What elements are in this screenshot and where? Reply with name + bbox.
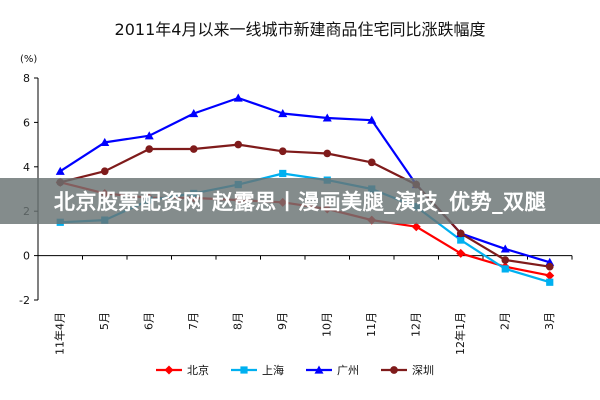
data-point <box>145 145 154 153</box>
series-3 <box>56 140 554 271</box>
x-tick-label: 8月 <box>231 312 244 330</box>
y-tick-label: 0 <box>23 250 30 263</box>
data-point <box>55 166 65 175</box>
legend-item: 广州 <box>306 364 359 377</box>
watermark-banner: 北京股票配资网 赵露思丨漫画美腿_演技_优势_双腿 <box>0 178 600 224</box>
legend-item: 上海 <box>231 363 284 377</box>
legend-label: 上海 <box>262 363 284 377</box>
data-point <box>322 113 332 122</box>
data-point <box>278 109 288 118</box>
watermark-banner-text: 北京股票配资网 赵露思丨漫画美腿_演技_优势_双腿 <box>53 190 547 214</box>
legend-item: 北京 <box>156 363 209 377</box>
legend: 北京 上海 广州 深圳 <box>156 363 434 377</box>
x-tick-label: 12月 <box>409 312 422 337</box>
data-point <box>545 262 554 271</box>
x-tick-label: 11月 <box>365 312 378 337</box>
data-point <box>164 365 174 375</box>
x-tick-label: 12年1月 <box>453 312 467 355</box>
x-axis-labels: 11年4月 5月 6月 7月 8月 9月 10月 11月 12月 12年1月 2月 3月 <box>52 312 556 355</box>
y-tick-label: -2 <box>19 294 30 307</box>
data-point <box>323 149 332 158</box>
data-point <box>240 366 248 374</box>
data-point <box>189 109 199 118</box>
legend-label: 广州 <box>337 364 359 377</box>
x-tick-label: 6月 <box>142 312 155 330</box>
x-tick-label: 3月 <box>543 312 556 330</box>
y-axis-unit: (%) <box>20 54 37 65</box>
data-point <box>390 366 398 374</box>
series-line <box>60 143 550 268</box>
data-point <box>278 147 287 156</box>
legend-label: 北京 <box>187 363 209 377</box>
x-tick-label: 10月 <box>320 312 333 337</box>
x-tick-label: 9月 <box>276 312 289 330</box>
x-tick-label: 11年4月 <box>52 312 66 355</box>
data-point <box>411 222 421 232</box>
data-point <box>189 145 198 153</box>
chart-title: 2011年4月以来一线城市新建商品住宅同比涨跌幅度 <box>115 20 486 39</box>
data-point <box>456 229 465 238</box>
data-point <box>456 248 466 258</box>
data-point <box>144 131 154 140</box>
data-point <box>501 265 509 273</box>
data-point <box>314 365 324 374</box>
data-point <box>457 236 465 244</box>
series-line <box>59 96 551 264</box>
y-tick-label: 8 <box>23 72 30 85</box>
data-point <box>501 256 510 264</box>
data-point <box>545 271 555 281</box>
legend-item: 深圳 <box>381 364 434 377</box>
data-point <box>100 137 110 146</box>
data-point <box>500 244 510 253</box>
data-point <box>279 169 287 178</box>
data-point <box>100 167 109 176</box>
data-point <box>546 278 554 286</box>
x-tick-label: 7月 <box>187 312 200 330</box>
legend-label: 深圳 <box>412 364 434 377</box>
data-point <box>233 93 243 102</box>
x-tick-label: 2月 <box>498 312 511 330</box>
data-point <box>234 140 243 149</box>
data-point <box>367 158 376 167</box>
y-tick-label: 4 <box>23 161 30 174</box>
data-point <box>367 115 377 124</box>
x-tick-label: 5月 <box>98 312 111 330</box>
y-tick-label: 6 <box>23 116 30 129</box>
